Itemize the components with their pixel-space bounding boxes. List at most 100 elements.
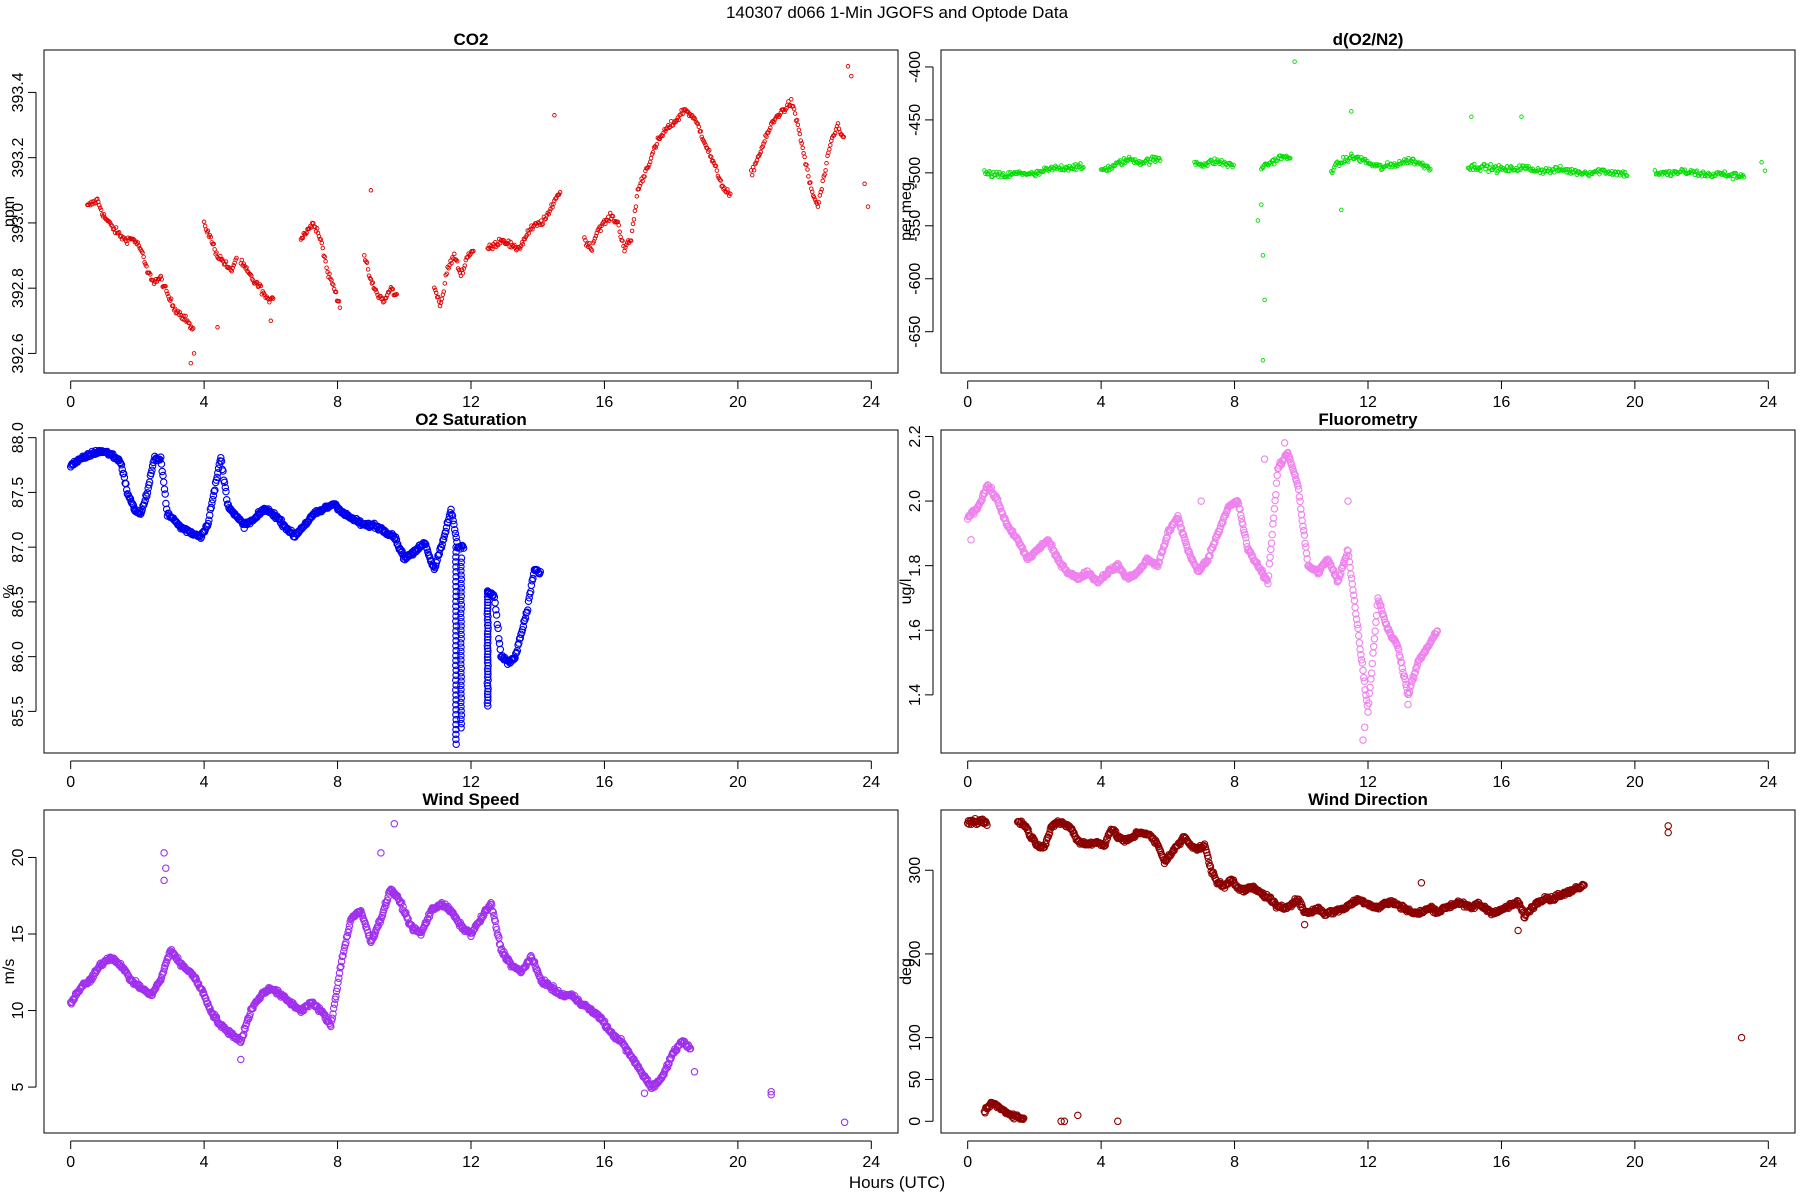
panel-o2sat: O2 Saturation% 0 4 8 12 16 20 24 85.5 86.0 86.5 87.… [1,410,899,791]
o2n2-point [1601,167,1606,172]
o2sat-point [452,681,460,689]
wdir-ytick-label: 50 [907,1070,924,1088]
wdir-point [981,1109,989,1117]
o2sat-point [484,702,492,710]
co2-xtick-label: 24 [862,394,880,411]
o2sat-point [452,646,460,655]
co2-point [815,204,821,209]
wdir-point [1514,926,1522,935]
wspd-point [337,962,345,971]
co2-point [368,188,374,193]
co2-point [616,222,621,228]
co2-point [164,288,169,294]
o2sat-point [484,590,492,598]
wspd-point [376,918,384,927]
o2sat-point [141,496,149,505]
co2-point [433,287,438,293]
co2-point [214,250,219,255]
co2-point [300,235,306,241]
fluor-yaxis: 1.4 1.6 1.8 2.0 2.2 [907,425,934,706]
co2-point [316,234,322,239]
o2sat-point [483,610,492,618]
o2sat-point [483,607,492,615]
fluor-point [1263,576,1271,584]
o2sat-point [452,553,460,561]
co2-point [678,112,683,117]
co2-point [320,245,326,251]
o2n2-point [994,169,999,175]
o2n2-point [1146,162,1152,167]
o2n2-point [1503,168,1509,174]
o2sat-point [457,685,465,694]
fluor-point [1344,552,1353,560]
co2-point [258,283,264,289]
wspd-point [242,1019,251,1028]
o2sat-point [483,615,492,624]
wspd-point [368,935,377,943]
o2n2-point [996,174,1001,179]
o2n2-point [1652,168,1658,173]
co2-point [795,122,801,128]
co2-point [828,142,833,148]
o2sat-point [452,676,460,684]
fluor-point [1364,699,1373,708]
o2sat-xtick-label: 20 [729,774,747,791]
o2n2-point [1103,167,1109,173]
co2-point [113,225,119,230]
fluor-point [1357,651,1365,659]
o2n2-point [1597,171,1602,177]
o2sat-point [452,735,460,744]
co2-point [520,242,526,247]
co2-point [676,117,682,122]
co2-point [365,267,371,272]
fluor-point [1362,691,1370,699]
wdir-point [1162,857,1170,865]
wspd-point [840,1118,849,1127]
co2-point [592,236,598,241]
wspd-point [345,922,354,930]
co2-point [598,228,603,234]
wspd-point [362,923,371,931]
o2sat-point [142,492,151,501]
co2-point [364,260,370,265]
co2-point [802,154,807,160]
o2n2-point [1124,158,1130,164]
co2-point [692,116,698,122]
co2-point [336,299,342,304]
co2-point [183,313,188,319]
wdir-point [1114,1117,1122,1126]
co2-point [369,281,375,286]
wspd-point [150,986,159,995]
co2-point [753,160,759,166]
co2-point [694,120,700,126]
o2n2-xtick-label: 20 [1626,394,1644,411]
wspd-point [339,951,347,960]
co2-frame [43,49,899,374]
wdir-yaxis: 0 50 100 200 300 [907,857,934,1126]
fluor-xtick-label: 12 [1359,774,1377,791]
co2-point [710,158,716,164]
co2-point [768,125,773,131]
co2-point [115,230,121,236]
o2sat-point [483,664,492,673]
co2-point [845,64,851,69]
o2n2-point [1260,358,1266,363]
fluor-point [998,510,1007,518]
fluor-point [1286,455,1294,464]
o2sat-point [493,620,502,629]
fluor-xtick-label: 8 [1230,774,1239,791]
o2n2-point [1741,174,1747,180]
co2-ytick-label: 392.6 [10,333,27,373]
co2-point [452,251,457,257]
co2-point [201,219,207,225]
o2sat-point [211,486,219,494]
o2sat-point [452,543,460,551]
co2-point [552,113,557,118]
fluor-point [1242,533,1250,542]
fluor-xaxis: 0 4 8 12 16 20 24 [963,760,1777,791]
o2sat-points [66,446,545,748]
o2sat-point [159,478,168,486]
co2-point [462,263,468,268]
co2-point [665,125,670,130]
co2-point [449,261,454,266]
